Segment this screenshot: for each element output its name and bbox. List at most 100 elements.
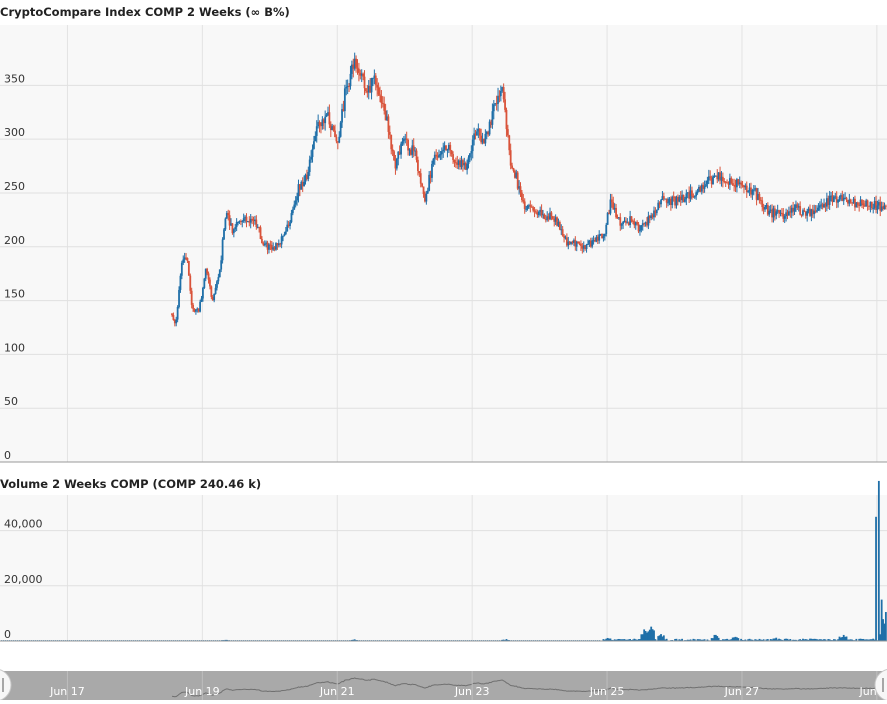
candle-body (698, 186, 700, 192)
volume-bar (788, 639, 790, 641)
candle-body (425, 193, 428, 202)
candle-body (244, 216, 246, 219)
candle-body (321, 119, 324, 126)
navigator[interactable]: Jun 17 Jun 19 Jun 21 Jun 23 Jun 25 Jun 27 Jun … (0, 668, 887, 702)
volume-bar (849, 639, 852, 641)
candle-body (301, 181, 304, 187)
candle-body (528, 205, 530, 207)
candle-body (785, 212, 788, 217)
candle-body (835, 196, 838, 203)
volume-bar (821, 639, 824, 641)
volume-bar (665, 638, 668, 641)
candle-body (667, 202, 669, 204)
volume-chart-title: Volume 2 Weeks COMP (COMP 240.46 k) (0, 477, 261, 491)
candle-body (547, 216, 550, 220)
candle-body (225, 213, 228, 219)
candle-body (182, 259, 185, 263)
volume-bar (785, 638, 788, 641)
navigator-right-handle[interactable] (874, 668, 887, 702)
candle-body (625, 220, 627, 223)
candle-body (630, 216, 633, 221)
volume-bar (884, 612, 887, 641)
candle-body (502, 87, 505, 100)
candle-body (394, 160, 397, 169)
candle-body (438, 154, 440, 158)
price-y-tick-label: 350 (4, 72, 25, 85)
candle-body (539, 209, 542, 212)
candle-body (355, 58, 357, 68)
candle-body (180, 262, 183, 276)
candle-body (617, 217, 620, 219)
candle-body (778, 210, 780, 214)
candle-body (726, 182, 728, 184)
volume-bar (741, 639, 744, 641)
candle-body (408, 149, 411, 151)
candle-body (847, 200, 849, 204)
candle-body (719, 172, 721, 181)
volume-bar (733, 637, 736, 641)
candle-body (828, 195, 831, 205)
volume-bar (644, 631, 647, 641)
volume-bars (1, 480, 887, 642)
volume-bar (845, 636, 848, 641)
volume-bar (353, 639, 356, 641)
candle-body (741, 184, 744, 186)
candle-body (640, 225, 643, 231)
candle-body (442, 149, 445, 152)
candle-body (684, 199, 686, 202)
candle-body (402, 138, 405, 142)
volume-bar (617, 638, 620, 641)
candle-body (706, 180, 709, 185)
candle-body (759, 199, 762, 201)
candle-body (513, 170, 516, 178)
candle-body (429, 174, 432, 178)
candle-body (764, 207, 766, 210)
candle-body (464, 162, 467, 170)
candle-body (823, 203, 825, 208)
volume-bar (724, 639, 727, 641)
candle-body (387, 116, 390, 132)
volume-bar (716, 636, 719, 641)
candle-body (782, 213, 785, 219)
candle-body (632, 220, 634, 222)
candle-body (369, 85, 372, 93)
volume-bar (786, 638, 789, 641)
volume-bar (838, 636, 841, 641)
volume-bar (811, 639, 814, 641)
candle-body (610, 199, 613, 203)
candle-body (734, 185, 737, 188)
volume-bar (863, 639, 866, 641)
candle-body (200, 298, 203, 302)
volume-bar (820, 639, 823, 641)
candle-body (577, 241, 580, 244)
candle-body (578, 243, 581, 245)
candle-body (516, 172, 519, 189)
candle-body (446, 149, 449, 151)
candle-body (320, 125, 322, 127)
candle-body (263, 243, 266, 246)
candle-body (766, 205, 769, 215)
candle-body (255, 219, 258, 227)
volume-bar (728, 639, 731, 641)
volume-bar (620, 639, 623, 641)
volume-bar (730, 639, 733, 641)
candle-body (788, 211, 790, 216)
candle-body (657, 202, 660, 210)
volume-bar (877, 480, 880, 641)
candle-body (348, 86, 350, 88)
candle-body (277, 243, 280, 246)
candle-body (218, 269, 221, 278)
candle-body (685, 193, 688, 200)
volume-bar (641, 634, 644, 641)
volume-bar (696, 639, 699, 641)
candle-body (452, 154, 454, 160)
navigator-left-handle[interactable] (0, 669, 12, 701)
volume-bar (789, 639, 792, 641)
candle-body (837, 199, 839, 203)
price-y-tick-label: 50 (4, 395, 18, 408)
volume-bar (783, 638, 786, 641)
volume-y-axis: 0 20,000 40,000 (4, 518, 43, 641)
candle-body (876, 205, 879, 210)
volume-bar (754, 639, 757, 641)
